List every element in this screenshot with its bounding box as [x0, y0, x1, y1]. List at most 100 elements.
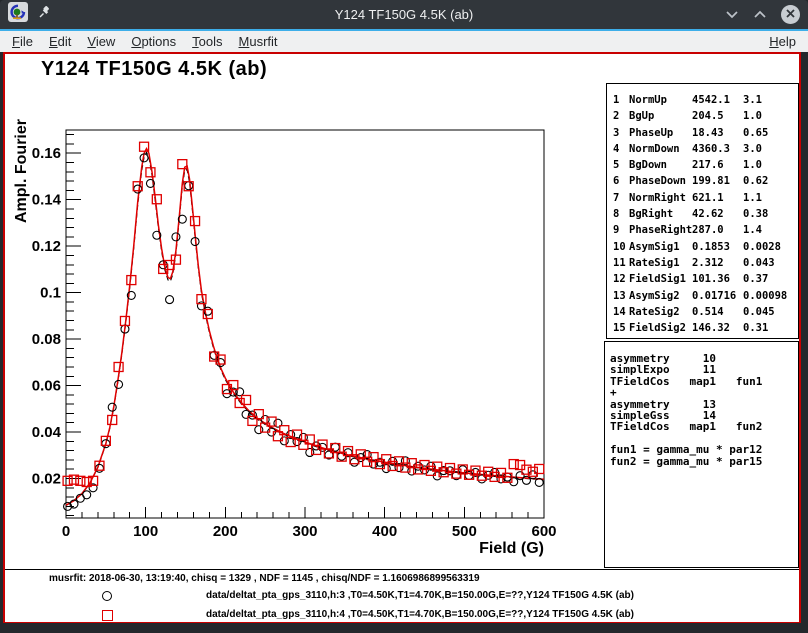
param-name: BgDown — [629, 157, 692, 173]
y-axis-tick-label: 0.16 — [32, 145, 61, 162]
x-axis-tick-label: 300 — [292, 523, 317, 540]
menu-item-edit[interactable]: Edit — [41, 32, 79, 51]
legend-row: data/deltat_pta_gps_3110,h:3 ,T0=4.50K,T… — [5, 590, 799, 604]
param-row: 4NormDown4360.33.0 — [607, 141, 798, 157]
y-axis-tick-label: 0.08 — [32, 331, 61, 348]
param-index: 2 — [613, 108, 629, 124]
fit-line-solid-red — [66, 149, 544, 506]
pin-icon[interactable] — [38, 5, 52, 24]
x-axis-tick-label: 400 — [372, 523, 397, 540]
titlebar[interactable]: Y124 TF150G 4.5K (ab) — [0, 0, 808, 29]
param-name: AsymSig1 — [629, 239, 692, 255]
param-index: 11 — [613, 255, 629, 271]
param-error: 0.65 — [743, 125, 798, 141]
y-axis-tick-label: 0.1 — [40, 285, 61, 302]
param-index: 9 — [613, 222, 629, 238]
y-axis-tick-label: 0.02 — [32, 471, 61, 488]
menubar: FileEditViewOptionsToolsMusrfit Help — [0, 31, 808, 52]
param-index: 8 — [613, 206, 629, 222]
parameter-table: 1NormUp4542.13.12BgUp204.51.03PhaseUp18.… — [606, 83, 799, 339]
data-point-circle — [115, 380, 123, 388]
data-point-circle — [134, 185, 142, 193]
param-error: 1.4 — [743, 222, 798, 238]
theory-line: TFieldCos map1 fun2 — [610, 421, 798, 432]
data-point-circle — [83, 491, 91, 499]
fit-stats-text: musrfit: 2018-06-30, 13:19:40, chisq = 1… — [49, 573, 480, 584]
param-row: 15FieldSig2146.320.31 — [607, 320, 798, 336]
data-point-square — [242, 395, 251, 404]
minimize-button[interactable] — [725, 10, 739, 19]
param-name: PhaseUp — [629, 125, 692, 141]
param-index: 12 — [613, 271, 629, 287]
param-value: 4360.3 — [692, 141, 743, 157]
plot-frame — [66, 130, 544, 518]
x-axis-tick-label: 500 — [452, 523, 477, 540]
param-index: 13 — [613, 288, 629, 304]
param-value: 18.43 — [692, 125, 743, 141]
param-name: AsymSig2 — [629, 288, 692, 304]
param-row: 10AsymSig10.18530.0028 — [607, 239, 798, 255]
param-name: NormUp — [629, 92, 692, 108]
app-window: Y124 TF150G 4.5K (ab) FileEditViewOption… — [0, 0, 808, 633]
param-error: 1.1 — [743, 190, 798, 206]
param-name: FieldSig1 — [629, 271, 692, 287]
legend-square-marker-icon — [102, 610, 113, 621]
x-axis-tick-label: 600 — [531, 523, 556, 540]
data-point-square — [114, 362, 123, 371]
data-point-square — [152, 195, 161, 204]
menu-item-options[interactable]: Options — [123, 32, 184, 51]
y-axis-tick-label: 0.14 — [32, 192, 62, 209]
param-value: 217.6 — [692, 157, 743, 173]
param-name: FieldSig2 — [629, 320, 692, 336]
data-point-circle — [108, 403, 116, 411]
menu-item-help[interactable]: Help — [761, 32, 804, 51]
theory-line: + — [610, 387, 798, 398]
y-axis-title: Ampl. Fourier — [13, 119, 30, 223]
param-name: RateSig1 — [629, 255, 692, 271]
param-name: BgUp — [629, 108, 692, 124]
legend-row: data/deltat_pta_gps_3110,h:4 ,T0=4.50K,T… — [5, 609, 799, 623]
param-index: 3 — [613, 125, 629, 141]
x-axis-tick-label: 0 — [62, 523, 70, 540]
y-axis-tick-label: 0.04 — [32, 424, 62, 441]
param-error: 0.043 — [743, 255, 798, 271]
root-app-icon — [8, 2, 28, 27]
menu-item-view[interactable]: View — [79, 32, 123, 51]
param-index: 5 — [613, 157, 629, 173]
theory-box: asymmetry 10simplExpo 11TFieldCos map1 f… — [604, 341, 799, 568]
close-button[interactable] — [781, 5, 800, 24]
window-title: Y124 TF150G 4.5K (ab) — [0, 7, 808, 22]
param-value: 146.32 — [692, 320, 743, 336]
param-row: 6PhaseDown199.810.62 — [607, 173, 798, 189]
param-name: PhaseDown — [629, 173, 692, 189]
param-error: 0.0028 — [743, 239, 798, 255]
param-name: PhaseRight — [629, 222, 692, 238]
param-error: 1.0 — [743, 108, 798, 124]
param-value: 0.514 — [692, 304, 743, 320]
param-row: 2BgUp204.51.0 — [607, 108, 798, 124]
param-index: 10 — [613, 239, 629, 255]
root-canvas[interactable]: 01002003004005006000.020.040.060.080.10.… — [3, 52, 801, 623]
param-row: 1NormUp4542.13.1 — [607, 92, 798, 108]
data-point-square — [191, 217, 200, 226]
param-row: 13AsymSig20.017160.00098 — [607, 288, 798, 304]
param-value: 199.81 — [692, 173, 743, 189]
menu-item-tools[interactable]: Tools — [184, 32, 230, 51]
menu-item-file[interactable]: File — [4, 32, 41, 51]
param-error: 0.38 — [743, 206, 798, 222]
data-point-circle — [185, 182, 193, 190]
param-row: 3PhaseUp18.430.65 — [607, 125, 798, 141]
theory-line: fun2 = gamma_mu * par15 — [610, 456, 798, 467]
param-value: 4542.1 — [692, 92, 743, 108]
maximize-button[interactable] — [753, 10, 767, 19]
x-axis-title: Field (G) — [479, 540, 544, 557]
plot-footer: musrfit: 2018-06-30, 13:19:40, chisq = 1… — [5, 569, 799, 622]
x-axis-tick-label: 200 — [213, 523, 238, 540]
param-row: 11RateSig12.3120.043 — [607, 255, 798, 271]
theory-line: TFieldCos map1 fun1 — [610, 376, 798, 387]
param-name: RateSig2 — [629, 304, 692, 320]
param-row: 7NormRight621.11.1 — [607, 190, 798, 206]
menu-item-musrfit[interactable]: Musrfit — [231, 32, 286, 51]
y-axis-tick-label: 0.06 — [32, 378, 61, 395]
param-value: 2.312 — [692, 255, 743, 271]
